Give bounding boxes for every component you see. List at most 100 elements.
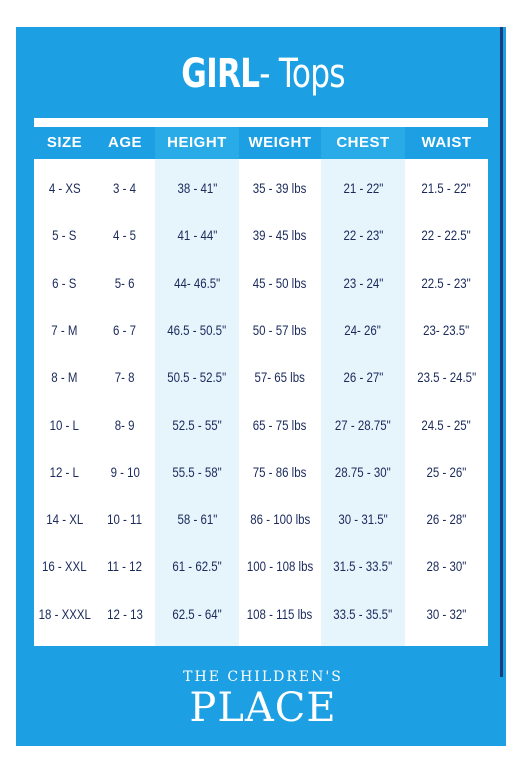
- cell-text: 45 - 50 lbs: [253, 275, 307, 291]
- cell-text: 8 - M: [51, 370, 78, 386]
- cell-text: 21.5 - 22": [421, 181, 472, 196]
- cell-text: 7- 8: [115, 370, 135, 386]
- cell-age: 4 - 5: [95, 212, 155, 259]
- chart-title: GIRL- Tops: [58, 54, 468, 94]
- cell-size: 18 - XXXL: [34, 591, 95, 638]
- cell-chest: 23 - 24": [321, 260, 405, 307]
- column-chest: [321, 127, 405, 646]
- cell-text: 28 - 30": [426, 559, 467, 575]
- cell-size: 16 - XXL: [34, 543, 95, 590]
- cell-weight: 45 - 50 lbs: [239, 260, 321, 307]
- cell-height: 52.5 - 55": [155, 402, 239, 449]
- cell-height: 61 - 62.5": [155, 543, 239, 590]
- cell-text: 24- 26": [344, 322, 382, 338]
- cell-text: 23 - 24": [343, 275, 383, 291]
- logo-line-2: PLACE: [189, 685, 337, 731]
- cell-waist: 26 - 28": [405, 496, 488, 543]
- cell-age: 7- 8: [95, 354, 155, 401]
- size-table-grid: SIZE AGE HEIGHT WEIGHT CHEST WAIST 4 - XS 3 - 4…: [34, 127, 488, 646]
- cell-text: 65 - 75 lbs: [253, 417, 307, 433]
- cell-text: 12 - L: [49, 464, 80, 480]
- cell-text: 11 - 12: [107, 559, 143, 575]
- size-table: SIZE AGE HEIGHT WEIGHT CHEST WAIST 4 - XS 3 - 4…: [34, 118, 488, 646]
- cell-age: 10 - 11: [95, 496, 155, 543]
- cell-waist: 23- 23.5": [405, 307, 488, 354]
- cell-text: 8- 9: [115, 417, 135, 433]
- cell-text: 86 - 100 lbs: [250, 512, 310, 528]
- cell-text: 26 - 27": [343, 370, 383, 386]
- header-weight: WEIGHT: [239, 127, 321, 159]
- cell-weight: 39 - 45 lbs: [239, 212, 321, 259]
- cell-weight: 50 - 57 lbs: [239, 307, 321, 354]
- cell-text: 39 - 45 lbs: [253, 228, 307, 244]
- cell-text: 24.5 - 25": [421, 417, 472, 433]
- cell-chest: 21 - 22": [321, 165, 405, 212]
- cell-age: 6 - 7: [95, 307, 155, 354]
- cell-text: 5 - S: [52, 228, 77, 244]
- cell-age: 3 - 4: [95, 165, 155, 212]
- cell-weight: 108 - 115 lbs: [239, 591, 321, 638]
- cell-waist: 28 - 30": [405, 543, 488, 590]
- cell-text: 22 - 23": [343, 228, 383, 244]
- header-age: AGE: [95, 127, 155, 159]
- cell-text: 57- 65 lbs: [254, 370, 306, 386]
- cell-text: 31.5 - 33.5": [333, 559, 393, 575]
- cell-text: 6 - S: [52, 275, 77, 291]
- cell-text: 62.5 - 64": [172, 606, 222, 622]
- cell-text: 18 - XXXL: [38, 606, 91, 622]
- cell-waist: 22.5 - 23": [405, 260, 488, 307]
- cell-chest: 30 - 31.5": [321, 496, 405, 543]
- cell-weight: 86 - 100 lbs: [239, 496, 321, 543]
- cell-text: 21 - 22": [343, 181, 383, 196]
- title-bold: GIRL: [181, 51, 260, 97]
- cell-text: 12 - 13: [107, 606, 143, 622]
- cell-chest: 28.75 - 30": [321, 449, 405, 496]
- cell-text: 58 - 61": [177, 512, 217, 528]
- header-chest: CHEST: [321, 127, 405, 159]
- cell-height: 50.5 - 52.5": [155, 354, 239, 401]
- cell-size: 4 - XS: [34, 165, 95, 212]
- cell-weight: 100 - 108 lbs: [239, 543, 321, 590]
- cell-text: 22.5 - 23": [421, 275, 472, 291]
- header-size: SIZE: [34, 127, 95, 159]
- cell-text: 52.5 - 55": [172, 417, 222, 433]
- cell-text: 55.5 - 58": [172, 464, 222, 480]
- cell-text: 4 - XS: [48, 181, 81, 196]
- cell-waist: 30 - 32": [405, 591, 488, 638]
- cell-text: 61 - 62.5": [172, 559, 222, 575]
- cell-chest: 22 - 23": [321, 212, 405, 259]
- header-height: HEIGHT: [155, 127, 239, 159]
- brand-logo: THE CHILDREN'S PLACE: [0, 668, 526, 730]
- cell-size: 8 - M: [34, 354, 95, 401]
- cell-text: 22 - 22.5": [421, 228, 472, 244]
- cell-chest: 31.5 - 33.5": [321, 543, 405, 590]
- header-waist: WAIST: [405, 127, 488, 159]
- cell-weight: 75 - 86 lbs: [239, 449, 321, 496]
- cell-waist: 24.5 - 25": [405, 402, 488, 449]
- cell-text: 28.75 - 30": [335, 464, 391, 480]
- cell-chest: 24- 26": [321, 307, 405, 354]
- cell-text: 100 - 108 lbs: [246, 559, 314, 575]
- cell-height: 41 - 44": [155, 212, 239, 259]
- cell-size: 14 - XL: [34, 496, 95, 543]
- cell-text: 25 - 26": [426, 464, 467, 480]
- scrollbar[interactable]: [500, 27, 503, 677]
- cell-text: 38 - 41": [177, 181, 217, 196]
- cell-weight: 65 - 75 lbs: [239, 402, 321, 449]
- cell-size: 7 - M: [34, 307, 95, 354]
- cell-text: 27 - 28.75": [335, 417, 391, 433]
- cell-text: 26 - 28": [426, 512, 467, 528]
- cell-height: 58 - 61": [155, 496, 239, 543]
- cell-text: 7 - M: [51, 322, 78, 338]
- cell-text: 33.5 - 35.5": [333, 606, 393, 622]
- cell-waist: 25 - 26": [405, 449, 488, 496]
- cell-size: 12 - L: [34, 449, 95, 496]
- cell-text: 23.5 - 24.5": [417, 370, 476, 386]
- cell-height: 55.5 - 58": [155, 449, 239, 496]
- cell-text: 46.5 - 50.5": [167, 322, 227, 338]
- cell-height: 44- 46.5": [155, 260, 239, 307]
- cell-text: 50.5 - 52.5": [167, 370, 227, 386]
- cell-waist: 21.5 - 22": [405, 165, 488, 212]
- cell-text: 14 - XL: [45, 512, 84, 528]
- cell-text: 9 - 10: [110, 464, 140, 480]
